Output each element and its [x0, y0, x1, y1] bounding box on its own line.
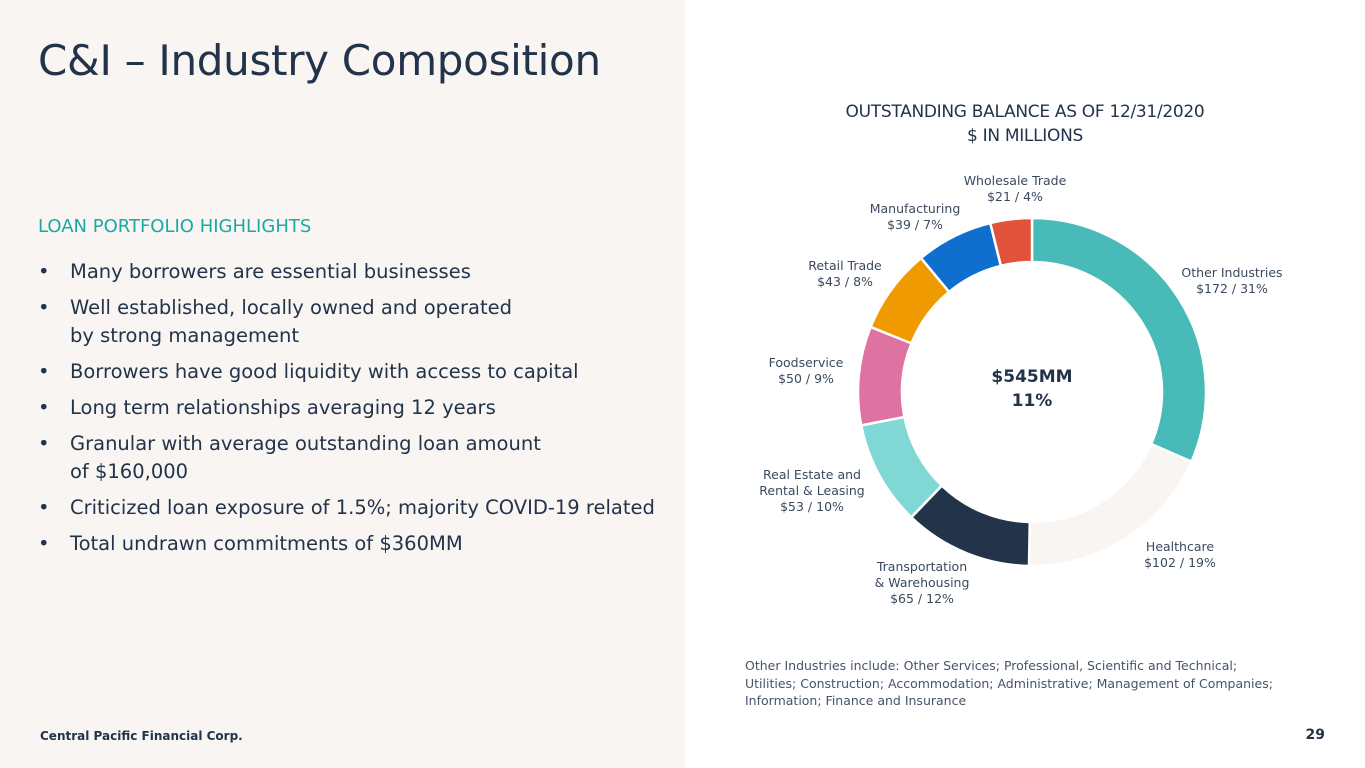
center-percent-label: 11% [1012, 391, 1053, 411]
highlights-heading: LOAN PORTFOLIO HIGHLIGHTS [38, 216, 312, 237]
slice-label: Manufacturing $39 / 7% [870, 201, 961, 232]
highlight-item: • Long term relationships averaging 12 ye… [38, 394, 678, 422]
bullet-icon: • [38, 396, 50, 419]
donut-slice-foodservice [856, 325, 914, 427]
page-title: C&I – Industry Composition [38, 36, 601, 85]
highlight-text: Borrowers have good liquidity with acces… [70, 360, 579, 383]
highlight-item: • Many borrowers are essential businesses [38, 258, 678, 286]
highlight-item: • Borrowers have good liquidity with acce… [38, 358, 678, 386]
slice-label: Healthcare $102 / 19% [1144, 539, 1216, 570]
center-total-label: $545MM [991, 367, 1072, 387]
highlight-text: Criticized loan exposure of 1.5%; majori… [70, 496, 655, 519]
left-panel [0, 0, 685, 768]
highlights-list: • Many borrowers are essential businesses… [38, 258, 678, 566]
bullet-icon: • [38, 432, 50, 455]
chart-title-line: OUTSTANDING BALANCE AS OF 12/31/2020 [845, 102, 1205, 122]
highlight-text: Granular with average outstanding loan a… [70, 432, 541, 483]
bullet-icon: • [38, 496, 50, 519]
bullet-icon: • [38, 532, 50, 555]
company-name: Central Pacific Financial Corp. [40, 729, 243, 743]
highlight-text: Total undrawn commitments of $360MM [70, 532, 463, 555]
slice-label: Transportation & Warehousing $65 / 12% [875, 559, 970, 606]
highlight-text: Many borrowers are essential businesses [70, 260, 471, 283]
highlight-item: • Granular with average outstanding loan … [38, 430, 678, 486]
slice-label: Foodservice $50 / 9% [769, 355, 844, 386]
highlight-text: Well established, locally owned and oper… [70, 296, 513, 347]
donut-slice-other-industries [1030, 216, 1208, 464]
chart-footnote: Other Industries include: Other Services… [745, 658, 1273, 708]
chart-title: OUTSTANDING BALANCE AS OF 12/31/2020 $ I… [790, 100, 1260, 148]
slice-label: Real Estate and Rental & Leasing $53 / 10% [759, 467, 864, 514]
bullet-icon: • [38, 296, 50, 319]
slice-label: Wholesale Trade $21 / 4% [964, 173, 1067, 204]
highlight-item: • Total undrawn commitments of $360MM [38, 530, 678, 558]
slice-label: Retail Trade $43 / 8% [808, 258, 882, 289]
page-number: 29 [1305, 727, 1325, 743]
bullet-icon: • [38, 260, 50, 283]
donut-slice-wholesale-trade [988, 216, 1034, 268]
highlight-text: Long term relationships averaging 12 yea… [70, 396, 496, 419]
slice-label: Other Industries $172 / 31% [1181, 265, 1282, 296]
chart-subtitle-line: $ IN MILLIONS [967, 126, 1083, 146]
bullet-icon: • [38, 360, 50, 383]
highlight-item: • Well established, locally owned and ope… [38, 294, 678, 350]
highlight-item: • Criticized loan exposure of 1.5%; major… [38, 494, 678, 522]
